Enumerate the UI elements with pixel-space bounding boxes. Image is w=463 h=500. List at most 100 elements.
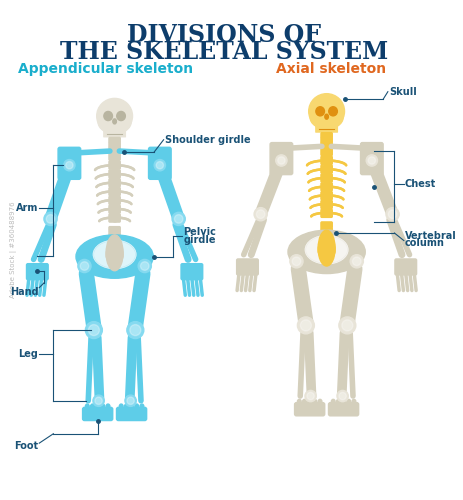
Text: Chest: Chest: [405, 179, 436, 189]
Ellipse shape: [46, 214, 55, 223]
Ellipse shape: [316, 106, 325, 116]
FancyBboxPatch shape: [109, 244, 120, 250]
Ellipse shape: [300, 320, 312, 331]
FancyBboxPatch shape: [321, 138, 332, 142]
FancyBboxPatch shape: [321, 200, 332, 208]
FancyBboxPatch shape: [321, 183, 332, 191]
Ellipse shape: [106, 235, 123, 270]
Ellipse shape: [276, 155, 287, 166]
Ellipse shape: [125, 395, 136, 406]
Ellipse shape: [76, 235, 153, 279]
FancyBboxPatch shape: [395, 259, 417, 275]
FancyBboxPatch shape: [109, 142, 120, 148]
Ellipse shape: [318, 230, 335, 266]
FancyBboxPatch shape: [109, 188, 120, 196]
Ellipse shape: [140, 262, 149, 270]
FancyBboxPatch shape: [109, 232, 120, 238]
Text: girdle: girdle: [183, 234, 216, 244]
FancyBboxPatch shape: [270, 142, 293, 174]
Ellipse shape: [85, 404, 89, 409]
FancyBboxPatch shape: [109, 178, 120, 187]
Ellipse shape: [318, 238, 335, 262]
Ellipse shape: [305, 390, 316, 402]
Ellipse shape: [96, 404, 100, 409]
Ellipse shape: [297, 317, 314, 334]
Ellipse shape: [303, 400, 307, 404]
FancyBboxPatch shape: [321, 228, 332, 234]
Ellipse shape: [80, 262, 89, 270]
FancyBboxPatch shape: [329, 402, 359, 416]
FancyBboxPatch shape: [321, 142, 332, 148]
Ellipse shape: [97, 98, 132, 134]
Ellipse shape: [130, 324, 141, 336]
Ellipse shape: [175, 214, 183, 223]
FancyBboxPatch shape: [321, 148, 332, 156]
FancyBboxPatch shape: [58, 148, 81, 180]
Ellipse shape: [313, 400, 317, 404]
Text: Appendicular skeleton: Appendicular skeleton: [18, 62, 193, 76]
Text: Adobe Stock | #360488976: Adobe Stock | #360488976: [10, 202, 17, 298]
FancyBboxPatch shape: [117, 408, 147, 420]
Ellipse shape: [310, 106, 343, 129]
FancyBboxPatch shape: [321, 210, 332, 218]
FancyBboxPatch shape: [321, 222, 332, 228]
FancyBboxPatch shape: [109, 152, 120, 160]
Ellipse shape: [352, 257, 361, 266]
Ellipse shape: [101, 404, 105, 409]
FancyBboxPatch shape: [109, 170, 120, 178]
Text: column: column: [405, 238, 444, 248]
Ellipse shape: [388, 210, 397, 218]
Ellipse shape: [78, 260, 91, 272]
Ellipse shape: [339, 392, 346, 400]
FancyBboxPatch shape: [321, 132, 332, 138]
Ellipse shape: [44, 212, 57, 226]
Ellipse shape: [91, 404, 94, 409]
FancyBboxPatch shape: [321, 156, 332, 164]
Text: Axial skeleton: Axial skeleton: [276, 62, 387, 76]
Ellipse shape: [113, 119, 116, 124]
Ellipse shape: [386, 208, 399, 221]
Ellipse shape: [140, 404, 144, 409]
Ellipse shape: [138, 260, 151, 272]
FancyBboxPatch shape: [316, 124, 338, 132]
Ellipse shape: [339, 317, 356, 334]
Ellipse shape: [297, 400, 301, 404]
FancyBboxPatch shape: [109, 214, 120, 222]
Ellipse shape: [94, 240, 136, 268]
Text: Arm: Arm: [16, 202, 38, 212]
Ellipse shape: [127, 322, 144, 338]
FancyBboxPatch shape: [82, 408, 113, 420]
Ellipse shape: [325, 114, 328, 119]
Ellipse shape: [342, 320, 353, 331]
Ellipse shape: [368, 157, 375, 164]
Ellipse shape: [106, 242, 123, 266]
Ellipse shape: [172, 212, 185, 226]
Ellipse shape: [290, 254, 303, 268]
Ellipse shape: [156, 162, 163, 169]
Ellipse shape: [88, 324, 100, 336]
Ellipse shape: [318, 400, 322, 404]
FancyBboxPatch shape: [237, 259, 258, 275]
Ellipse shape: [309, 94, 344, 129]
Ellipse shape: [350, 254, 363, 268]
FancyBboxPatch shape: [361, 142, 383, 174]
Ellipse shape: [278, 157, 285, 164]
FancyBboxPatch shape: [321, 165, 332, 173]
Ellipse shape: [366, 155, 377, 166]
Ellipse shape: [135, 404, 138, 409]
Ellipse shape: [154, 160, 165, 171]
FancyBboxPatch shape: [109, 226, 120, 232]
Ellipse shape: [119, 404, 123, 409]
FancyBboxPatch shape: [321, 174, 332, 182]
Text: Shoulder girdle: Shoulder girdle: [164, 135, 250, 145]
FancyBboxPatch shape: [109, 238, 120, 244]
FancyBboxPatch shape: [109, 196, 120, 204]
Ellipse shape: [95, 397, 102, 404]
Ellipse shape: [352, 400, 356, 404]
FancyBboxPatch shape: [181, 264, 203, 280]
Text: Hand: Hand: [10, 288, 38, 298]
Ellipse shape: [347, 400, 350, 404]
FancyBboxPatch shape: [149, 148, 171, 180]
Ellipse shape: [307, 392, 314, 400]
Ellipse shape: [288, 230, 365, 274]
